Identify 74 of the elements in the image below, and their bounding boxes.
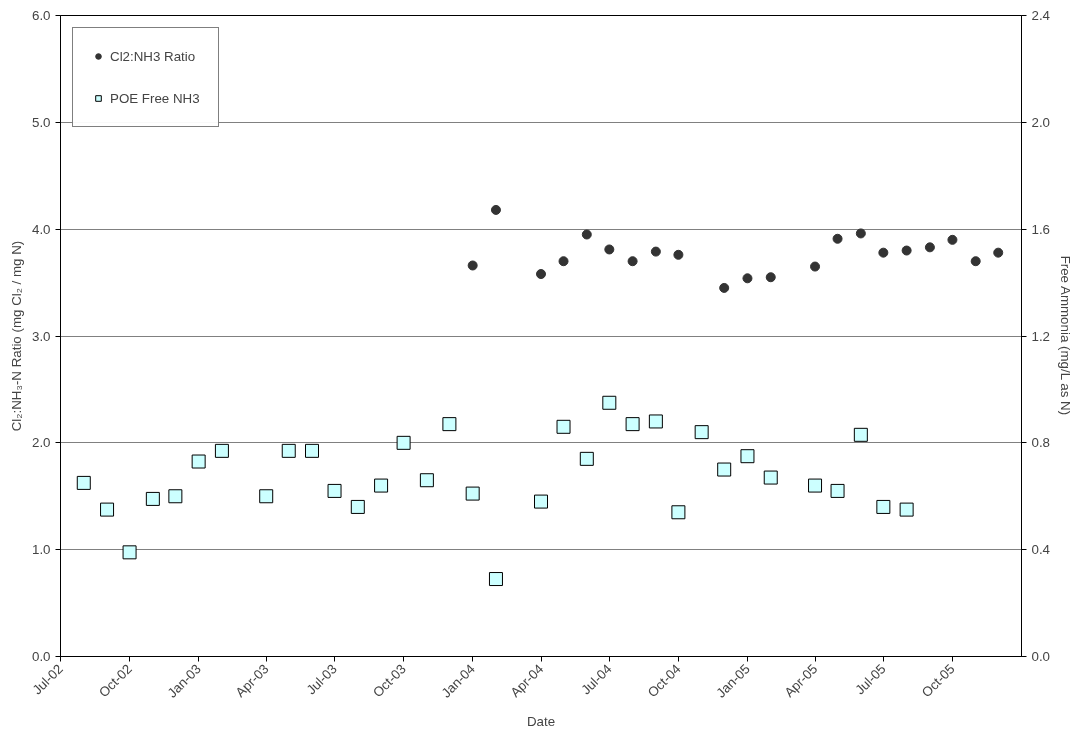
point <box>305 443 320 458</box>
point <box>719 282 730 293</box>
point <box>740 449 755 464</box>
point <box>465 486 480 501</box>
point <box>214 443 229 458</box>
y-tick-label: 0.0 <box>31 649 51 664</box>
point <box>490 204 501 215</box>
point <box>878 247 889 258</box>
y-tick-label: 3.0 <box>31 328 51 344</box>
point <box>853 427 868 442</box>
y-tick-label: 6.0 <box>31 8 51 23</box>
point <box>168 489 183 504</box>
y-tick-label: 1.0 <box>31 542 51 558</box>
point <box>558 256 569 267</box>
point <box>396 435 411 450</box>
point <box>100 502 115 517</box>
point <box>808 478 823 493</box>
point <box>579 451 594 466</box>
y2-axis-title: Free Ammonia (mg/L as N) <box>1058 255 1074 416</box>
y2-tick-label: 0.8 <box>1031 435 1051 451</box>
point <box>648 414 663 429</box>
point <box>259 489 274 504</box>
point <box>650 246 661 257</box>
y-tick-label: 2.0 <box>31 435 51 451</box>
point <box>673 249 684 260</box>
y2-tick-label: 1.6 <box>1031 221 1051 237</box>
point <box>374 478 389 493</box>
point <box>763 470 778 485</box>
point <box>281 443 296 458</box>
point <box>602 395 617 410</box>
point <box>534 494 548 509</box>
point <box>830 483 845 498</box>
point <box>993 247 1004 258</box>
point <box>694 425 709 440</box>
point <box>671 505 686 520</box>
point <box>76 475 91 490</box>
point <box>810 261 821 272</box>
y2-tick-label: 2.0 <box>1031 114 1051 130</box>
x-axis-title: Date <box>526 713 556 729</box>
point <box>855 228 866 239</box>
point <box>717 462 732 477</box>
point <box>419 473 434 488</box>
point <box>122 545 137 560</box>
point <box>947 234 958 245</box>
legend-label: POE Free NH3 <box>110 90 200 106</box>
point <box>581 229 592 240</box>
y2-tick-label: 0.0 <box>1031 649 1051 664</box>
point <box>765 272 776 283</box>
point <box>742 273 753 284</box>
point <box>899 502 914 517</box>
point <box>327 483 342 498</box>
y2-tick-label: 1.2 <box>1031 328 1051 344</box>
point <box>536 269 546 280</box>
point <box>970 256 981 267</box>
point <box>488 572 503 587</box>
point <box>924 242 935 253</box>
point <box>625 417 640 432</box>
legend-label: Cl2:NH3 Ratio <box>110 48 196 64</box>
y-tick-label: 5.0 <box>31 114 51 130</box>
point <box>145 491 160 506</box>
point <box>467 260 478 271</box>
point <box>604 244 615 255</box>
y-axis-title: Cl₂:NH₃-N Ratio (mg Cl₂ / mg N) <box>8 240 24 432</box>
point <box>627 256 638 267</box>
point <box>556 419 571 434</box>
point <box>191 454 206 469</box>
y-tick-label: 4.0 <box>31 221 51 237</box>
point <box>350 499 365 514</box>
point <box>901 245 912 256</box>
point <box>832 233 843 244</box>
point <box>442 417 457 432</box>
point <box>876 499 891 514</box>
y2-tick-label: 0.4 <box>1031 542 1051 558</box>
y2-tick-label: 2.4 <box>1031 8 1051 23</box>
